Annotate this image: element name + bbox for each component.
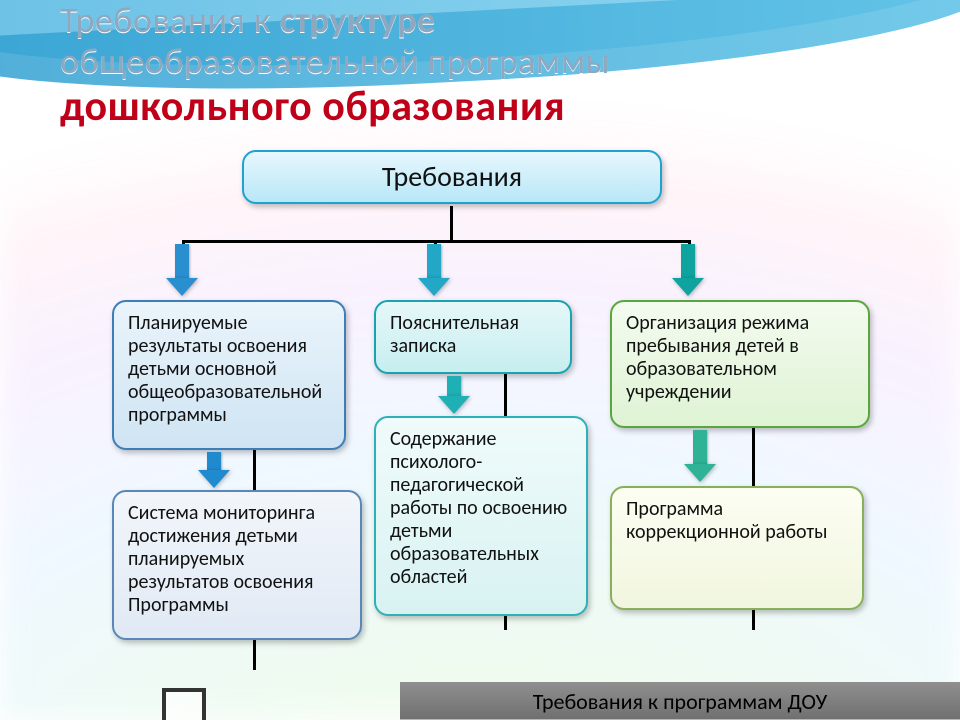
decorative-bracket [162, 688, 206, 720]
arrow-down-icon [672, 244, 704, 296]
diagram-node-c1: Планируемые результаты освоения детьми о… [112, 300, 346, 450]
diagram-node-c1a: Система мониторинга достижения детьми пл… [112, 490, 362, 640]
org-diagram: Требования Планируемые результаты освоени… [0, 0, 960, 720]
arrow-down-icon [418, 244, 450, 296]
footer-bar: Требования к программам ДОУ [400, 682, 960, 720]
arrow-down-icon [166, 244, 198, 296]
diagram-node-c2a: Содержание психолого-педагогической рабо… [374, 416, 588, 616]
footer-label: Требования к программам ДОУ [533, 688, 827, 715]
diagram-node-c2: Пояснительная записка [374, 300, 572, 374]
diagram-node-root: Требования [242, 150, 662, 204]
arrow-down-icon [198, 452, 230, 488]
connector-vertical [450, 206, 453, 242]
diagram-node-c3a: Программа коррекционной работы [610, 486, 864, 610]
arrow-down-icon [438, 376, 470, 414]
diagram-node-c3: Организация режима пребывания детей в об… [610, 300, 870, 428]
arrow-down-icon [684, 430, 716, 482]
